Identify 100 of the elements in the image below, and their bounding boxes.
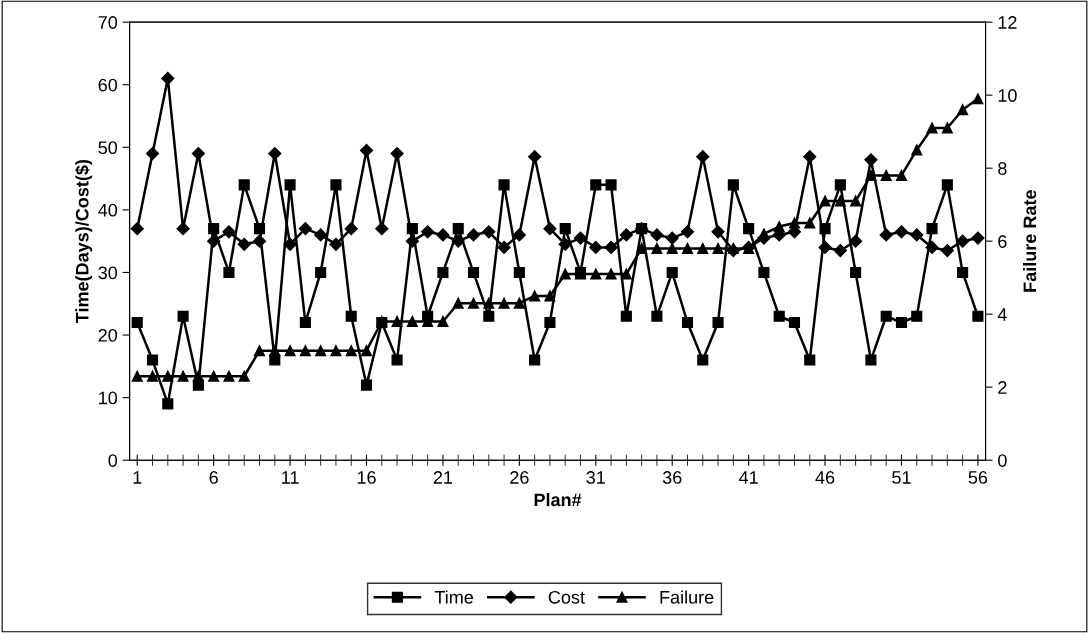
y2-tick-label: 0 xyxy=(998,454,1007,467)
point xyxy=(834,179,846,191)
point xyxy=(375,222,389,236)
point xyxy=(850,266,862,279)
point xyxy=(681,242,694,255)
point xyxy=(941,122,953,134)
point xyxy=(330,179,342,191)
point xyxy=(758,228,770,240)
x-tick-label: 31 xyxy=(586,471,605,484)
point xyxy=(651,310,663,322)
point xyxy=(604,240,618,255)
point xyxy=(957,266,969,279)
point xyxy=(804,354,816,366)
point xyxy=(941,179,953,191)
point xyxy=(315,345,327,357)
point xyxy=(146,354,159,366)
point xyxy=(925,240,939,255)
point xyxy=(467,266,480,279)
point xyxy=(498,297,510,309)
point xyxy=(544,316,556,329)
point xyxy=(437,315,449,328)
point xyxy=(512,228,526,242)
x-tick-label: 1 xyxy=(133,471,142,484)
point xyxy=(666,266,678,279)
point xyxy=(865,354,877,366)
point xyxy=(452,223,464,235)
point xyxy=(284,179,296,191)
point xyxy=(865,169,877,182)
point xyxy=(498,179,510,191)
point xyxy=(314,228,328,242)
point xyxy=(344,222,358,236)
y-tick-label: 20 xyxy=(98,328,118,342)
point xyxy=(513,297,525,309)
point xyxy=(406,315,418,328)
point xyxy=(176,222,190,236)
y-axis-title: Time(Days)/Cost($) xyxy=(75,159,93,324)
point xyxy=(238,179,250,191)
point xyxy=(315,266,327,279)
point xyxy=(237,237,251,251)
point xyxy=(223,370,235,382)
point xyxy=(268,146,282,161)
y2-tick-label: 8 xyxy=(998,162,1007,175)
point xyxy=(773,221,785,233)
point xyxy=(405,234,419,248)
point xyxy=(238,370,250,382)
point xyxy=(283,237,297,251)
point xyxy=(620,310,632,322)
point xyxy=(529,354,541,366)
point xyxy=(773,310,785,322)
point xyxy=(696,150,710,164)
point xyxy=(391,315,403,328)
point xyxy=(788,316,801,329)
point xyxy=(651,242,663,255)
point xyxy=(345,310,357,322)
point xyxy=(130,222,144,236)
point xyxy=(605,179,617,191)
x-tick-label: 46 xyxy=(815,471,835,484)
point xyxy=(880,310,892,322)
point xyxy=(712,242,724,255)
point xyxy=(436,228,450,242)
point xyxy=(620,268,632,280)
point xyxy=(131,316,143,329)
legend-label: Cost xyxy=(548,590,585,604)
point xyxy=(788,217,801,229)
point xyxy=(864,153,878,167)
point xyxy=(177,370,189,382)
point xyxy=(849,234,863,248)
point xyxy=(590,179,602,191)
point xyxy=(972,310,984,322)
point xyxy=(330,345,342,357)
point xyxy=(619,228,633,242)
point xyxy=(146,370,159,382)
point xyxy=(466,228,481,242)
y-tick-label: 10 xyxy=(99,391,118,405)
point xyxy=(483,310,495,322)
point xyxy=(208,370,220,382)
x-tick-label: 16 xyxy=(357,471,376,484)
point xyxy=(269,354,281,366)
y-tick-label: 0 xyxy=(108,454,118,467)
point xyxy=(957,104,969,116)
point xyxy=(894,225,909,239)
point xyxy=(558,237,572,251)
y2-axis-title: Failure Rate xyxy=(1022,190,1037,292)
point xyxy=(529,290,541,302)
point xyxy=(161,71,175,86)
point xyxy=(910,228,924,242)
point xyxy=(665,231,679,245)
point xyxy=(391,354,403,366)
y2-tick-label: 10 xyxy=(998,89,1017,102)
x-tick-label: 56 xyxy=(968,471,988,484)
y-tick-label: 60 xyxy=(98,78,118,92)
point xyxy=(390,146,404,161)
point xyxy=(573,231,588,245)
point xyxy=(758,266,770,279)
point xyxy=(192,370,204,382)
y2-tick-label: 12 xyxy=(998,16,1017,29)
point xyxy=(544,290,556,302)
y-tick-label: 50 xyxy=(98,141,118,155)
point xyxy=(743,223,755,235)
point xyxy=(636,242,648,255)
